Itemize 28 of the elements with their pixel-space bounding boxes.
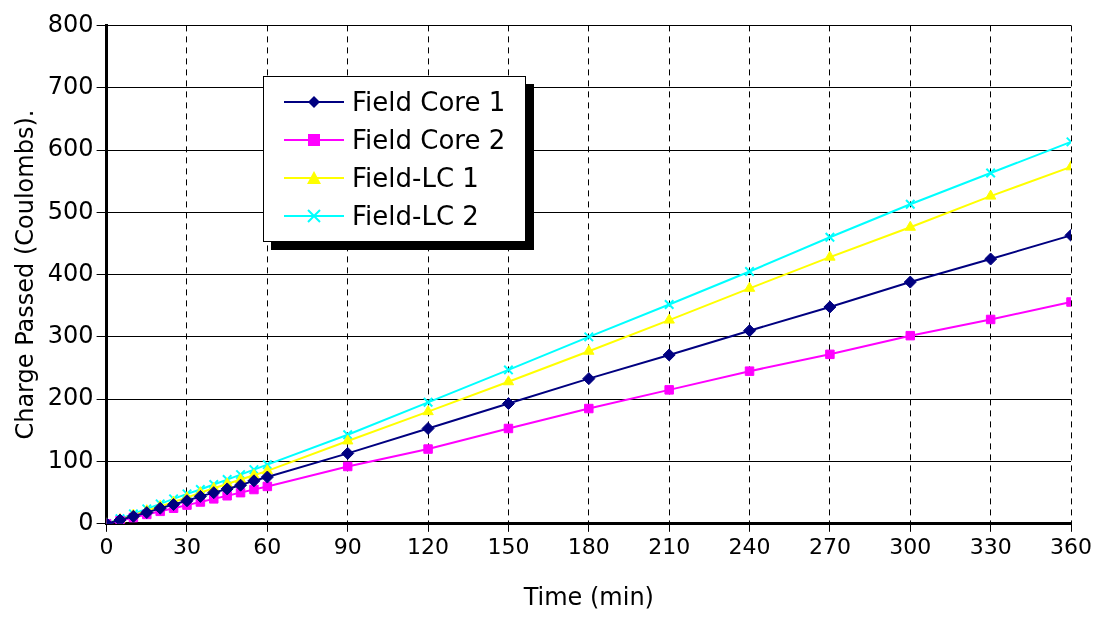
- x-axis-title: Time (min): [522, 582, 654, 611]
- legend-label: Field-LC 2: [352, 200, 479, 233]
- x-tick-label: 0: [99, 533, 114, 559]
- x-tick-label: 150: [487, 533, 530, 559]
- x-tick-label: 360: [1050, 533, 1092, 559]
- y-tick-label: 400: [47, 258, 94, 287]
- y-tick-label: 500: [47, 196, 94, 225]
- y-axis-title: Charge Passed (Coulombs).: [10, 109, 39, 440]
- x-tick-label: 120: [407, 533, 450, 559]
- legend-label: Field-LC 1: [352, 162, 479, 195]
- x-tick-label: 300: [889, 533, 932, 559]
- y-tick-label: 200: [47, 383, 94, 412]
- y-tick-label: 0: [78, 508, 94, 537]
- y-tick-label: 300: [47, 321, 94, 350]
- legend-label: Field Core 2: [352, 124, 506, 157]
- x-tick-label: 270: [808, 533, 851, 559]
- y-tick-label: 800: [47, 9, 94, 38]
- x-tick-label: 180: [567, 533, 610, 559]
- y-tick-label: 100: [47, 445, 94, 474]
- y-tick-label: 700: [47, 71, 94, 100]
- x-tick-label: 210: [648, 533, 691, 559]
- x-tick-label: 60: [253, 533, 282, 559]
- x-tick-label: 240: [728, 533, 771, 559]
- x-tick-label: 330: [969, 533, 1012, 559]
- y-tick-label: 600: [47, 134, 94, 163]
- x-tick-label: 30: [172, 533, 201, 559]
- legend-label: Field Core 1: [352, 86, 506, 119]
- x-tick-label: 90: [333, 533, 362, 559]
